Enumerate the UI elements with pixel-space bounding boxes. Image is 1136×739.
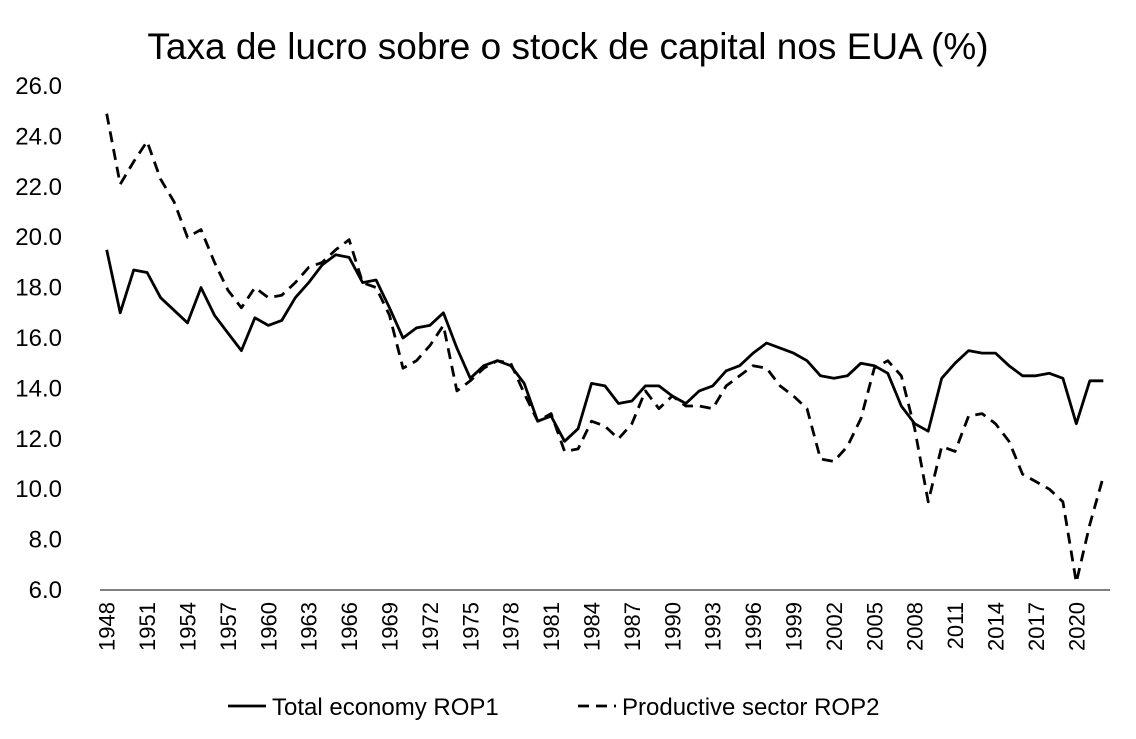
x-tick-label: 2017 [1024, 602, 1049, 651]
y-tick-label: 12.0 [15, 426, 62, 453]
x-tick-label: 2020 [1064, 602, 1089, 651]
x-axis-ticks: 1948 1951 1954 1957 1960 1963 1966 1969 1972 1975… [95, 602, 1090, 651]
series-line-productive-sector [105, 113, 1105, 584]
legend-label: Productive sector ROP2 [622, 694, 879, 721]
x-tick-label: 1966 [337, 602, 362, 651]
x-tick-label: 1975 [458, 602, 483, 651]
y-tick-label: 24.0 [15, 123, 62, 150]
x-tick-label: 2005 [862, 602, 887, 651]
x-tick-label: 2002 [822, 602, 847, 651]
x-tick-label: 1987 [620, 602, 645, 651]
x-tick-label: 1954 [176, 602, 201, 651]
y-tick-label: 26.0 [15, 73, 62, 100]
x-tick-label: 1963 [297, 602, 322, 651]
y-axis-ticks: 6.0 8.0 10.0 12.0 14.0 16.0 18.0 20.0 22.0 24.0 26… [15, 73, 62, 604]
y-tick-label: 10.0 [15, 476, 62, 503]
x-tick-label: 1999 [782, 602, 807, 651]
x-tick-label: 1951 [135, 602, 160, 651]
x-tick-label: 1981 [539, 602, 564, 651]
series-lines [105, 113, 1105, 584]
x-tick-label: 1960 [256, 602, 281, 651]
x-tick-label: 2011 [943, 602, 968, 649]
x-tick-label: 2014 [984, 602, 1009, 651]
legend: Total economy ROP1 Productive sector ROP2 [228, 694, 879, 721]
series-line-total-economy [105, 249, 1104, 443]
y-tick-label: 22.0 [15, 174, 62, 201]
legend-label: Total economy ROP1 [272, 694, 499, 721]
x-tick-label: 1990 [660, 602, 685, 651]
y-tick-label: 16.0 [15, 325, 62, 352]
y-tick-label: 20.0 [15, 224, 62, 251]
x-tick-label: 1993 [701, 602, 726, 651]
y-tick-label: 6.0 [29, 577, 62, 604]
x-tick-label: 1984 [580, 602, 605, 651]
y-tick-label: 14.0 [15, 375, 62, 402]
x-tick-label: 1996 [741, 602, 766, 651]
x-tick-label: 1969 [378, 602, 403, 651]
y-tick-label: 8.0 [29, 527, 62, 554]
x-tick-label: 2008 [903, 602, 928, 651]
x-tick-label: 1978 [499, 602, 524, 651]
y-tick-label: 18.0 [15, 275, 62, 302]
x-tick-label: 1972 [418, 602, 443, 651]
x-tick-label: 1948 [95, 602, 120, 651]
chart-title: Taxa de lucro sobre o stock de capital n… [147, 26, 989, 67]
x-tick-label: 1957 [216, 602, 241, 651]
